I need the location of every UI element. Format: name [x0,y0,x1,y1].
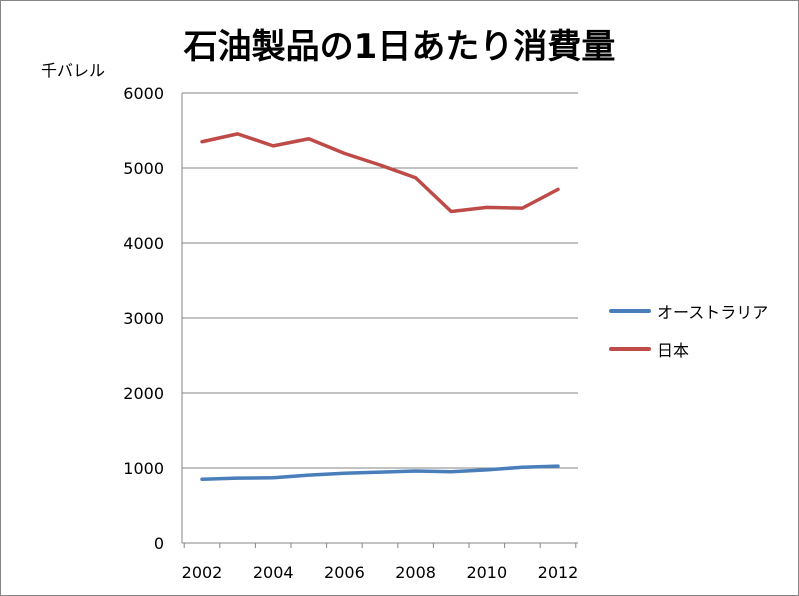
x-tick-label: 2008 [395,563,436,582]
series-line-0 [200,464,560,481]
x-tick-label: 2010 [466,563,507,582]
y-tick-label: 1000 [123,459,164,478]
chart-title: 石油製品の1日あたり消費量 [183,27,616,67]
legend-label-japan: 日本 [657,341,690,360]
y-tick-label: 6000 [123,84,164,103]
legend-item-japan: 日本 [609,337,768,361]
x-tick-label: 2004 [253,563,294,582]
x-tick-label: 2006 [324,563,365,582]
legend-item-australia: オーストラリア [609,299,768,323]
y-axis-unit-label: 千バレル [41,61,106,80]
legend-swatch-japan [609,347,651,351]
legend-label-australia: オーストラリア [657,303,769,322]
legend-swatch-australia [609,309,651,313]
x-tick-label: 2002 [182,563,223,582]
y-tick-label: 0 [154,534,164,553]
y-tick-label: 2000 [123,384,164,403]
y-tick-label: 3000 [123,309,164,328]
chart-legend: オーストラリア 日本 [609,299,768,375]
x-tick-label: 2012 [538,563,579,582]
y-tick-label: 4000 [123,234,164,253]
y-tick-label: 5000 [123,159,164,178]
series-line-1 [200,132,560,214]
